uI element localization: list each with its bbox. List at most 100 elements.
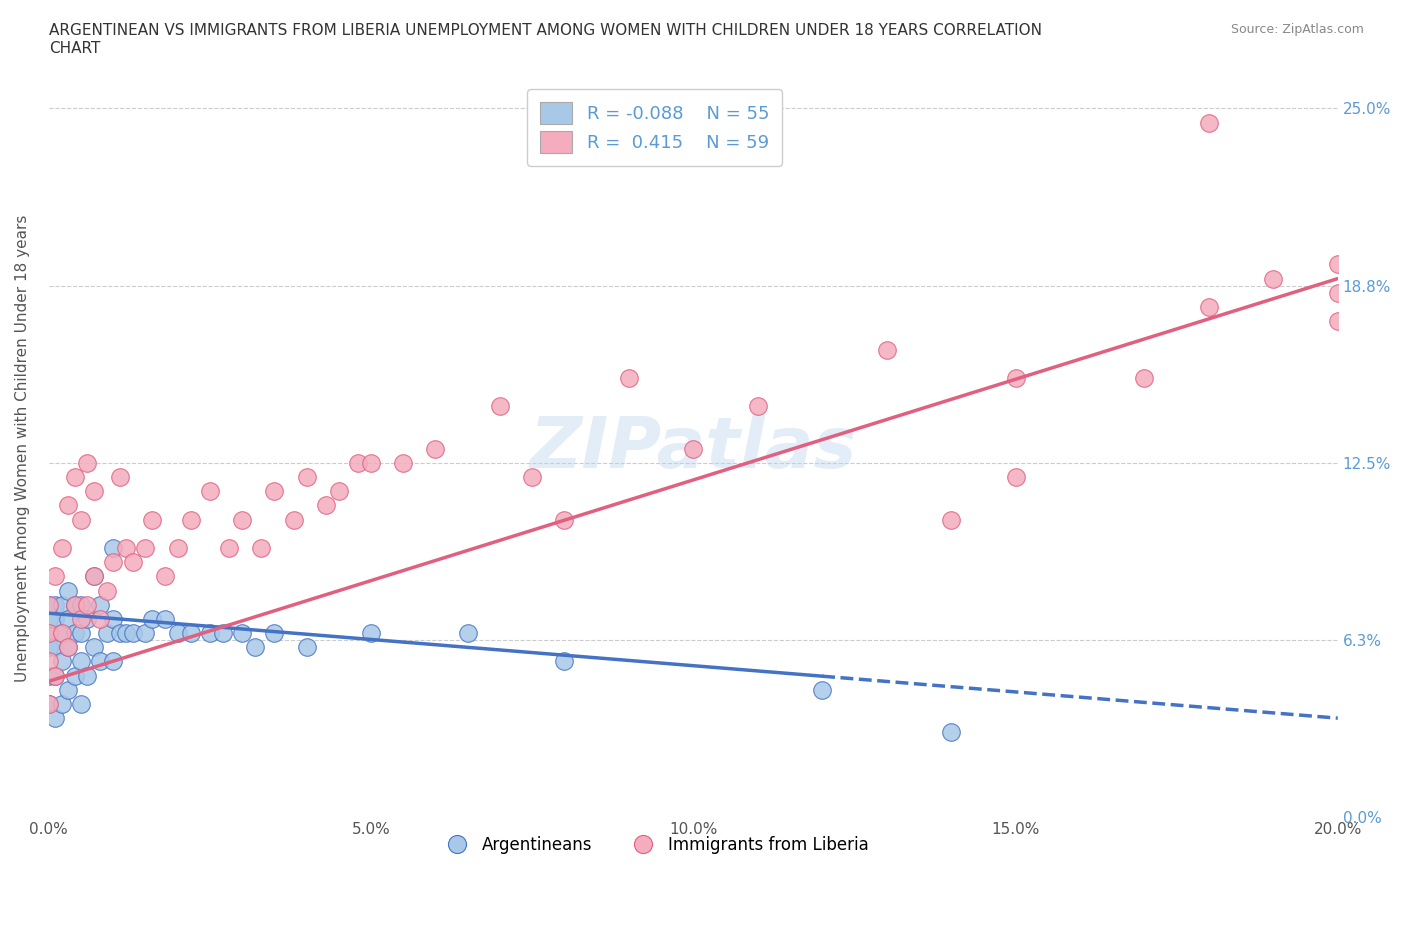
Point — [76, 456, 98, 471]
Point — [96, 626, 118, 641]
Point — [295, 640, 318, 655]
Point — [315, 498, 337, 513]
Point — [263, 484, 285, 498]
Point — [63, 668, 86, 683]
Point — [83, 640, 105, 655]
Point — [141, 512, 163, 527]
Point — [1263, 272, 1285, 286]
Point — [166, 540, 188, 555]
Point — [44, 597, 66, 612]
Point — [44, 711, 66, 725]
Point — [392, 456, 415, 471]
Point — [56, 611, 79, 626]
Point — [83, 569, 105, 584]
Point — [70, 654, 93, 669]
Point — [56, 498, 79, 513]
Point — [617, 370, 640, 385]
Point — [44, 611, 66, 626]
Point — [96, 583, 118, 598]
Point — [747, 399, 769, 414]
Point — [44, 569, 66, 584]
Point — [38, 611, 60, 626]
Point — [56, 683, 79, 698]
Point — [108, 470, 131, 485]
Point — [263, 626, 285, 641]
Point — [1198, 115, 1220, 130]
Point — [38, 697, 60, 711]
Point — [38, 626, 60, 641]
Point — [180, 512, 202, 527]
Point — [141, 611, 163, 626]
Point — [38, 626, 60, 641]
Point — [347, 456, 370, 471]
Point — [103, 540, 125, 555]
Point — [44, 640, 66, 655]
Point — [38, 654, 60, 669]
Y-axis label: Unemployment Among Women with Children Under 18 years: Unemployment Among Women with Children U… — [15, 215, 30, 683]
Point — [70, 626, 93, 641]
Point — [211, 626, 233, 641]
Point — [89, 611, 111, 626]
Point — [56, 640, 79, 655]
Point — [70, 697, 93, 711]
Legend: Argentineans, Immigrants from Liberia: Argentineans, Immigrants from Liberia — [434, 830, 875, 860]
Point — [44, 668, 66, 683]
Point — [89, 654, 111, 669]
Point — [38, 697, 60, 711]
Point — [70, 512, 93, 527]
Point — [425, 442, 447, 457]
Point — [489, 399, 512, 414]
Point — [76, 611, 98, 626]
Point — [939, 512, 962, 527]
Point — [38, 668, 60, 683]
Point — [63, 597, 86, 612]
Point — [76, 597, 98, 612]
Point — [1004, 470, 1026, 485]
Point — [231, 626, 253, 641]
Point — [198, 626, 221, 641]
Point — [1133, 370, 1156, 385]
Point — [1004, 370, 1026, 385]
Point — [1326, 257, 1348, 272]
Point — [38, 640, 60, 655]
Point — [328, 484, 350, 498]
Point — [295, 470, 318, 485]
Point — [108, 626, 131, 641]
Point — [520, 470, 543, 485]
Point — [1198, 299, 1220, 314]
Point — [38, 597, 60, 612]
Point — [180, 626, 202, 641]
Point — [457, 626, 479, 641]
Point — [89, 597, 111, 612]
Point — [51, 697, 73, 711]
Point — [939, 724, 962, 739]
Point — [115, 626, 138, 641]
Point — [115, 540, 138, 555]
Point — [134, 626, 156, 641]
Point — [103, 611, 125, 626]
Text: Source: ZipAtlas.com: Source: ZipAtlas.com — [1230, 23, 1364, 36]
Point — [56, 640, 79, 655]
Point — [121, 554, 143, 569]
Point — [1326, 286, 1348, 300]
Point — [198, 484, 221, 498]
Point — [243, 640, 266, 655]
Point — [153, 611, 176, 626]
Point — [51, 626, 73, 641]
Point — [218, 540, 240, 555]
Text: ZIPatlas: ZIPatlas — [530, 414, 856, 484]
Point — [360, 456, 382, 471]
Point — [153, 569, 176, 584]
Point — [103, 554, 125, 569]
Point — [76, 668, 98, 683]
Point — [283, 512, 305, 527]
Point — [51, 626, 73, 641]
Point — [553, 512, 575, 527]
Point — [83, 569, 105, 584]
Point — [44, 668, 66, 683]
Point — [682, 442, 704, 457]
Point — [250, 540, 273, 555]
Point — [121, 626, 143, 641]
Point — [51, 654, 73, 669]
Point — [360, 626, 382, 641]
